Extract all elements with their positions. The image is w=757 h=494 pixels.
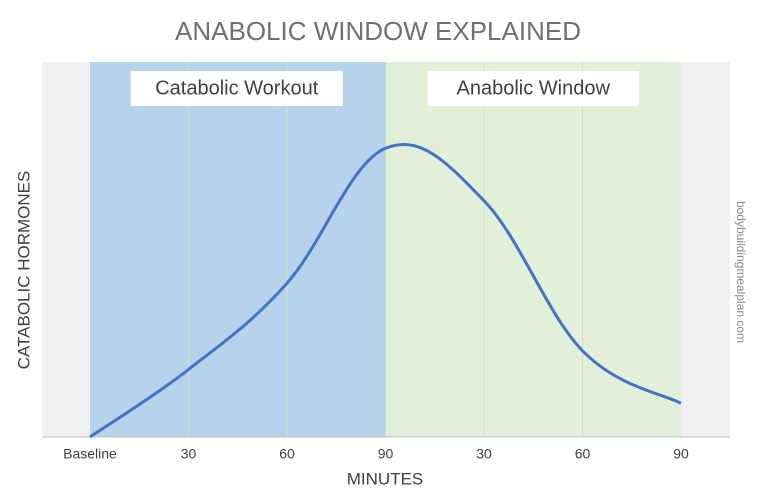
x-tick-label: 90 — [673, 446, 689, 462]
x-tick-label: 90 — [378, 446, 394, 462]
region-label-box — [427, 71, 639, 106]
region — [90, 62, 386, 437]
data-line — [89, 142, 682, 439]
region-label: Catabolic Workout — [155, 77, 318, 99]
x-tick-label: 30 — [476, 446, 492, 462]
x-tick-label: 60 — [279, 446, 295, 462]
x-axis-label: MINUTES — [347, 469, 424, 488]
region-label: Anabolic Window — [457, 77, 611, 99]
watermark: bodybuildingmealplan.com — [734, 201, 748, 343]
region — [385, 62, 681, 437]
x-tick-label: Baseline — [63, 446, 117, 462]
x-tick-label: 60 — [575, 446, 591, 462]
y-axis-label: CATABOLIC HORMONES — [14, 171, 33, 370]
x-tick-label: 30 — [181, 446, 197, 462]
region-label-box — [130, 71, 343, 106]
chart-title: ANABOLIC WINDOW EXPLAINED — [175, 16, 581, 46]
